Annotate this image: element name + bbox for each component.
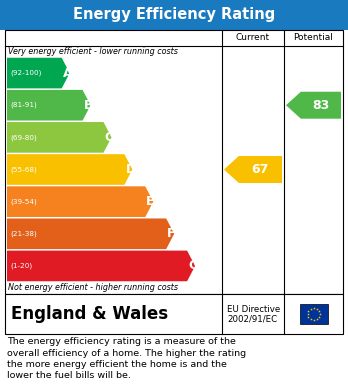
- Text: (92-100): (92-100): [10, 70, 41, 76]
- Text: D: D: [125, 163, 136, 176]
- Bar: [300, 304, 327, 324]
- Bar: [0, 0, 348, 30]
- Text: the more energy efficient the home is and the: the more energy efficient the home is an…: [7, 360, 227, 369]
- Text: Very energy efficient - lower running costs: Very energy efficient - lower running co…: [8, 47, 178, 56]
- Text: (69-80): (69-80): [10, 134, 37, 141]
- Polygon shape: [7, 58, 70, 88]
- Text: overall efficiency of a home. The higher the rating: overall efficiency of a home. The higher…: [7, 348, 246, 357]
- Polygon shape: [286, 92, 341, 119]
- Polygon shape: [7, 122, 111, 152]
- Text: EU Directive: EU Directive: [227, 305, 280, 314]
- Text: Not energy efficient - higher running costs: Not energy efficient - higher running co…: [8, 283, 178, 292]
- Text: (21-38): (21-38): [10, 231, 37, 237]
- Polygon shape: [7, 187, 153, 217]
- Text: (55-68): (55-68): [10, 166, 37, 173]
- Polygon shape: [224, 156, 282, 183]
- Text: (39-54): (39-54): [10, 198, 37, 205]
- Text: F: F: [167, 227, 176, 240]
- Bar: [5, 294, 343, 334]
- Polygon shape: [7, 251, 195, 281]
- Text: (81-91): (81-91): [10, 102, 37, 108]
- Text: 67: 67: [252, 163, 269, 176]
- Text: B: B: [84, 99, 93, 112]
- Text: E: E: [146, 195, 155, 208]
- Text: 83: 83: [312, 99, 330, 112]
- Polygon shape: [7, 154, 132, 185]
- Text: England & Wales: England & Wales: [11, 305, 168, 323]
- Text: lower the fuel bills will be.: lower the fuel bills will be.: [7, 371, 131, 380]
- Text: 2002/91/EC: 2002/91/EC: [227, 314, 277, 323]
- Text: Potential: Potential: [294, 34, 333, 43]
- Text: G: G: [188, 260, 198, 273]
- Text: (1-20): (1-20): [10, 263, 32, 269]
- Text: Current: Current: [236, 34, 270, 43]
- Polygon shape: [7, 219, 174, 249]
- Text: Energy Efficiency Rating: Energy Efficiency Rating: [73, 7, 275, 23]
- Bar: [5, 30, 343, 294]
- Polygon shape: [7, 90, 90, 120]
- Text: C: C: [104, 131, 114, 144]
- Text: The energy efficiency rating is a measure of the: The energy efficiency rating is a measur…: [7, 337, 236, 346]
- Text: A: A: [63, 66, 72, 80]
